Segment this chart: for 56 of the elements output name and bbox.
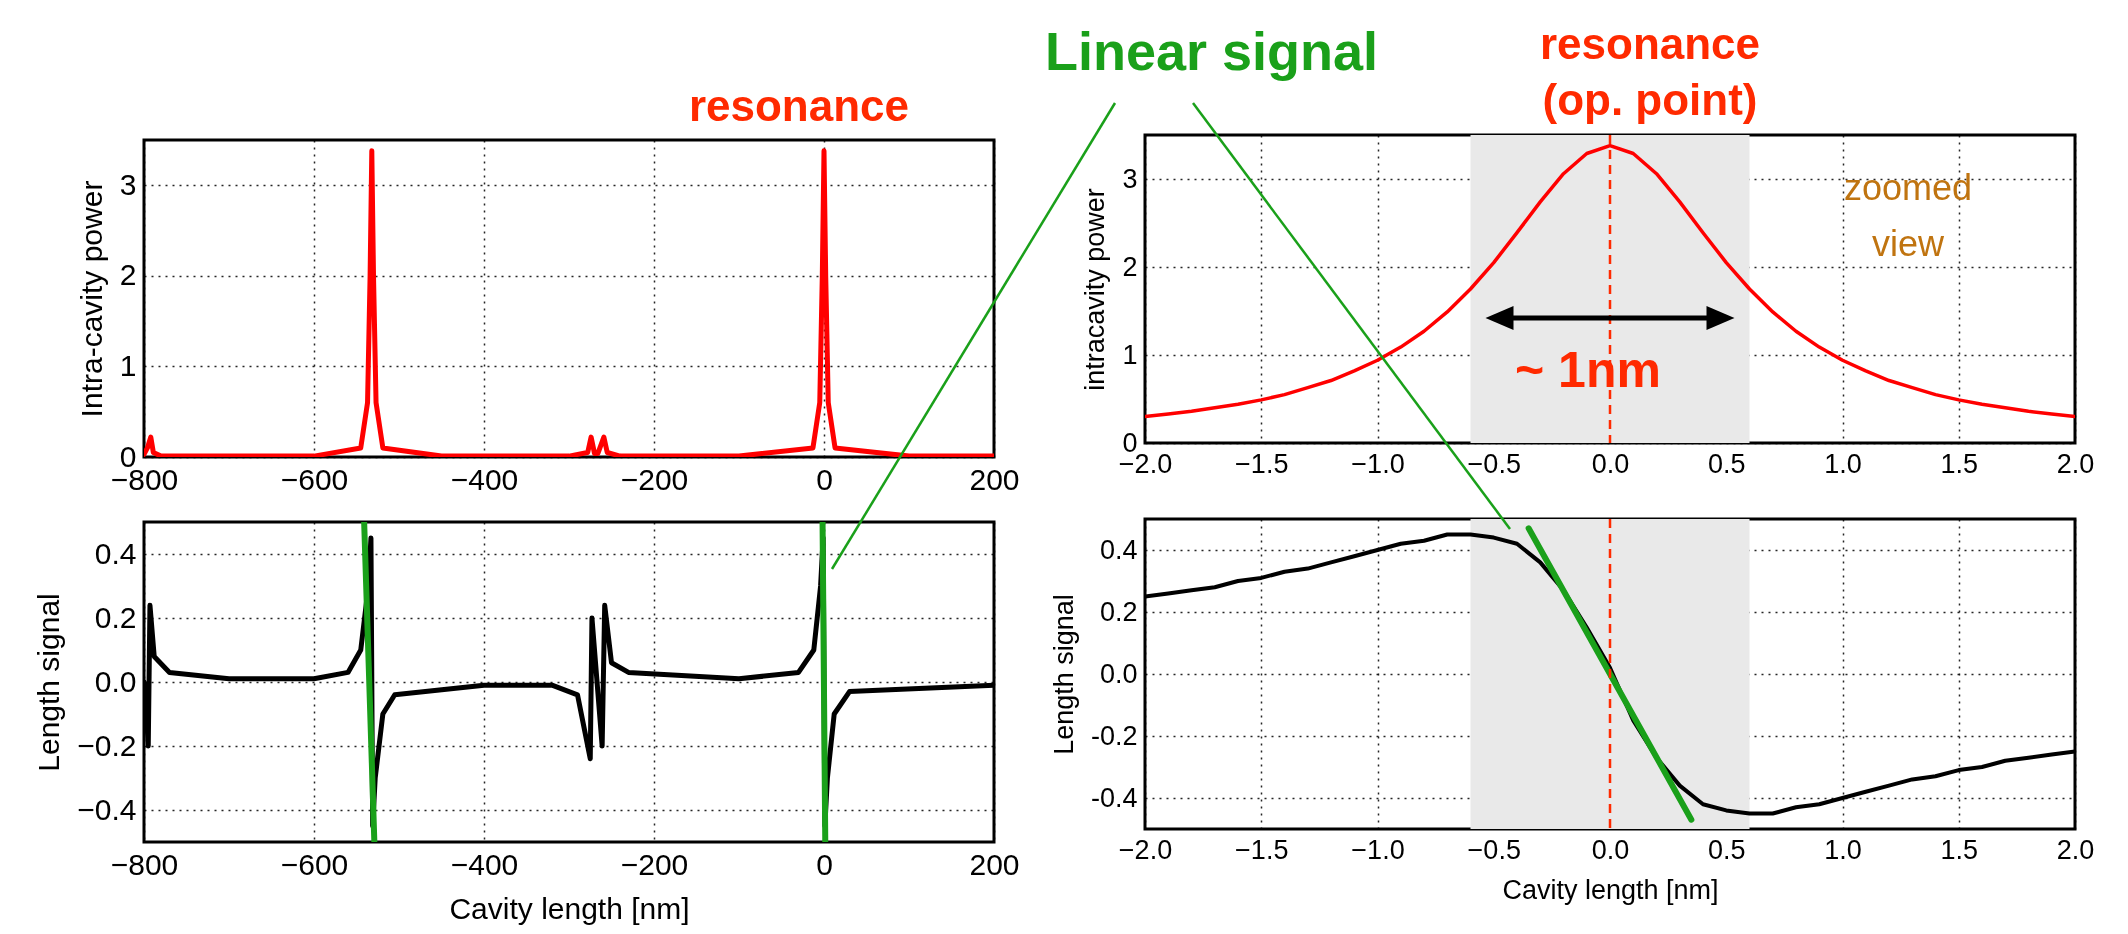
y-tick-label: 0.0 (1099, 658, 1138, 689)
x-tick-label: 0.5 (1707, 834, 1746, 865)
x-tick-label: 0.0 (1591, 834, 1630, 865)
y-tick-label: 1 (119, 348, 137, 382)
x-tick-label: −0.5 (1467, 834, 1521, 865)
y-axis-title: Length signal (1048, 594, 1079, 755)
x-tick-label: 200 (969, 462, 1020, 496)
x-tick-label: 0 (816, 462, 833, 496)
y-tick-label: 1 (1122, 339, 1138, 370)
y-axis-title: intracavity power (1080, 188, 1111, 391)
chart-title: resonance (op. point) (1539, 18, 1761, 124)
x-tick-label: 0.0 (1591, 448, 1630, 479)
x-tick-label: −400 (450, 847, 519, 881)
x-tick-label: −600 (280, 462, 349, 496)
annotation: ~ 1nm (1515, 342, 1661, 398)
y-tick-label: 0.2 (1099, 596, 1138, 627)
x-tick-label: 1.5 (1940, 448, 1979, 479)
x-tick-label: 0.5 (1707, 448, 1746, 479)
x-tick-label: −1.5 (1235, 834, 1289, 865)
x-tick-label: 0 (816, 847, 833, 881)
x-tick-label: −200 (620, 462, 689, 496)
y-tick-label: 2 (1122, 251, 1138, 282)
y-tick-label: 0.0 (94, 664, 137, 698)
x-tick-label: 200 (969, 847, 1020, 881)
y-tick-label: 0.4 (94, 536, 137, 570)
x-tick-label: −200 (620, 847, 689, 881)
y-axis-title: Length signal (32, 593, 66, 772)
x-tick-label: −800 (110, 847, 179, 881)
y-tick-label: 3 (119, 167, 137, 201)
y-axis-title: Intra-cavity power (74, 180, 108, 418)
x-tick-label: −1.5 (1235, 448, 1289, 479)
x-tick-label: 2.0 (2056, 448, 2095, 479)
y-tick-label: -0.2 (1090, 720, 1138, 751)
y-tick-label: -0.4 (1090, 782, 1138, 813)
chart-title: resonance (688, 81, 910, 130)
y-tick-label: 0.4 (1099, 534, 1138, 565)
y-tick-label: 2 (119, 258, 137, 292)
line-series (1145, 143, 2075, 419)
text: Linear signal (1045, 21, 1379, 81)
x-axis-title: Cavity length [nm] (1502, 874, 1719, 905)
y-tick-label: 3 (1122, 163, 1138, 194)
x-tick-label: 1.0 (1824, 448, 1862, 479)
x-tick-label: −400 (450, 462, 519, 496)
x-axis-title: Cavity length [nm] (449, 891, 690, 925)
x-tick-label: −600 (280, 847, 349, 881)
x-tick-label: −1.0 (1351, 448, 1405, 479)
x-tick-label: −0.5 (1467, 448, 1521, 479)
x-tick-label: 1.0 (1824, 834, 1862, 865)
x-tick-label: −2.0 (1118, 834, 1173, 865)
x-tick-label: 2.0 (2056, 834, 2095, 865)
y-tick-label: 0.2 (94, 600, 137, 634)
x-tick-label: 1.5 (1940, 834, 1979, 865)
y-tick-label: −0.4 (77, 792, 137, 826)
y-tick-label: −0.2 (77, 728, 137, 762)
annotation: zoomed view (1842, 166, 1974, 266)
x-tick-label: −1.0 (1351, 834, 1405, 865)
